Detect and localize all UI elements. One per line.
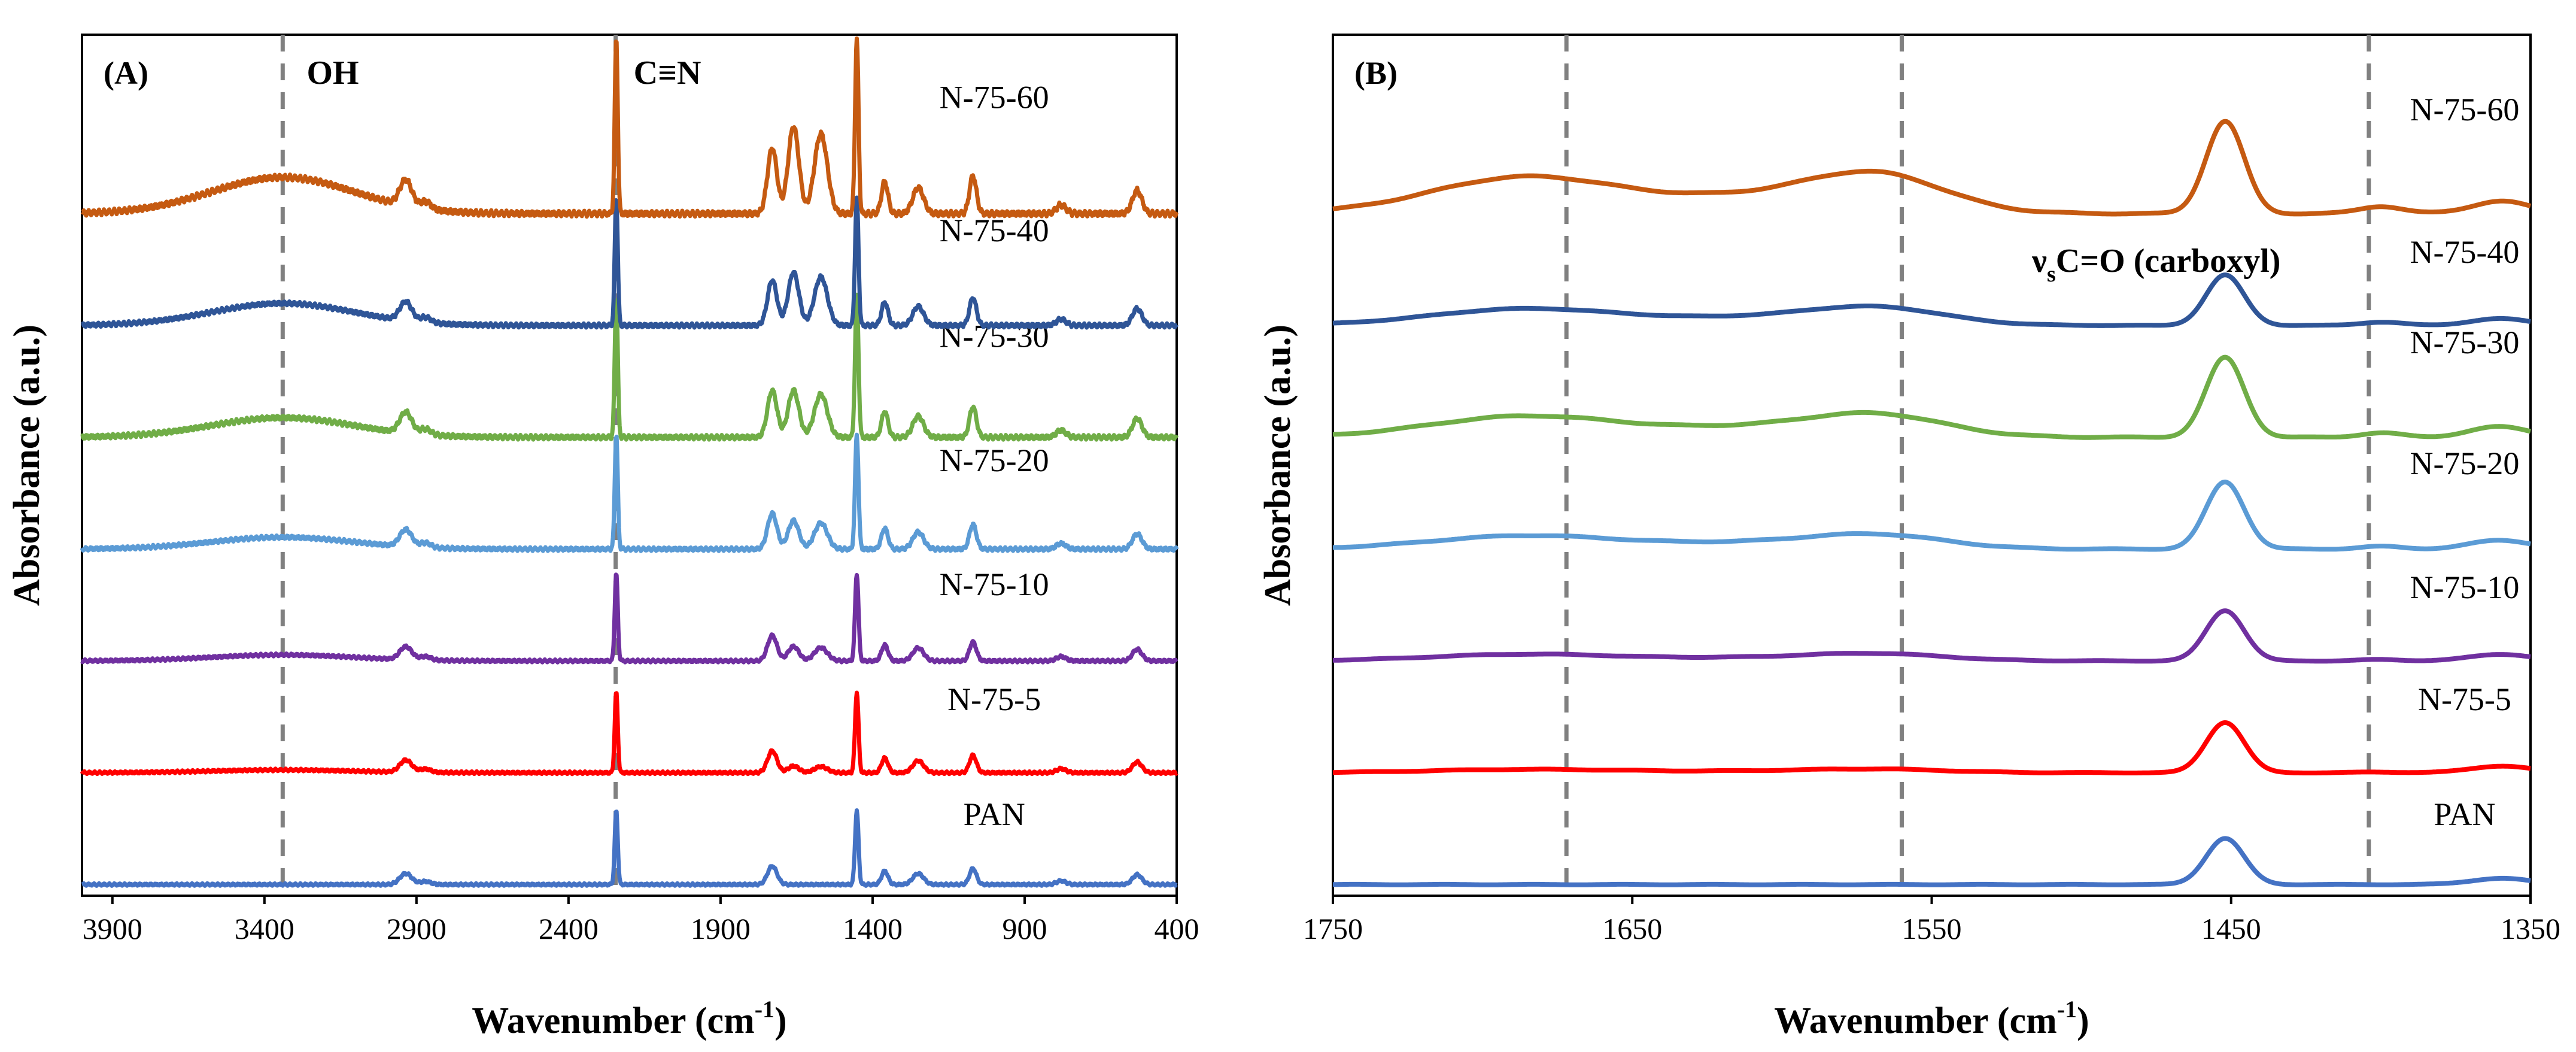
series-line-pan — [1332, 836, 2532, 887]
series-line-n-75-40 — [80, 195, 1179, 330]
series-line-n-75-5 — [80, 690, 1178, 777]
x-axis-title-close: ) — [2077, 1001, 2089, 1041]
series-label: N-75-5 — [947, 681, 1041, 717]
panel-b: PAN N-75-5 N-75-10 N-75-20 N-75-30 N-75-40 N-7… — [1257, 34, 2560, 1041]
series-label: N-75-10 — [2410, 569, 2519, 605]
x-tick-label: 1750 — [1303, 912, 1363, 945]
x-tick-label: 3900 — [83, 912, 142, 945]
x-axis-title-main: Wavenumber (cm — [472, 1001, 754, 1041]
x-tick-label: 1400 — [843, 912, 903, 945]
x-axis-title-main: Wavenumber (cm — [1774, 1001, 2056, 1041]
series-line-pan — [80, 808, 1178, 888]
annotation-text: C=O (carboxyl) — [2056, 242, 2281, 280]
series-label: N-75-20 — [2410, 445, 2519, 481]
series-label: N-75-30 — [2410, 325, 2519, 360]
series-line-n-75-60 — [80, 36, 1178, 219]
x-axis-title-sup: -1 — [755, 996, 774, 1023]
series-label: N-75-10 — [940, 566, 1049, 602]
series-label: PAN — [964, 796, 1025, 832]
series-line-n-75-20 — [80, 432, 1179, 553]
series-line-n-75-10 — [1332, 608, 2532, 664]
series-line-n-75-60 — [1332, 119, 2532, 217]
series-line-n-75-40 — [1332, 272, 2532, 328]
series-line-n-75-20 — [1332, 480, 2532, 552]
panel-label: (A) — [104, 55, 148, 91]
y-axis-title: Absorbance (a.u.) — [7, 325, 47, 606]
series-label: N-75-40 — [2410, 234, 2519, 270]
series-line-n-75-30 — [1332, 354, 2532, 440]
x-axis-title: Wavenumber (cm-1) — [472, 996, 786, 1041]
x-tick-label: 1650 — [1602, 912, 1662, 945]
x-tick-label: 2900 — [387, 912, 446, 945]
x-axis-title-close: ) — [774, 1001, 787, 1041]
x-tick-label: 1550 — [1902, 912, 1962, 945]
y-axis-title: Absorbance (a.u.) — [1257, 325, 1298, 606]
x-tick-label: 3400 — [235, 912, 294, 945]
panel-a: PANN-75-5N-75-10N-75-20N-75-30N-75-40N-7… — [7, 34, 1199, 1041]
panel-label: (B) — [1354, 55, 1398, 91]
band-annotation: OH — [306, 54, 359, 92]
band-annotation: νsC=O (carboxyl) — [2031, 242, 2280, 287]
series-label: N-75-5 — [2418, 681, 2511, 717]
x-axis-title: Wavenumber (cm-1) — [1774, 996, 2089, 1041]
series-label: PAN — [2434, 796, 2495, 832]
x-tick-label: 900 — [1002, 912, 1047, 945]
plot-frame — [81, 34, 1178, 897]
x-tick-label: 1900 — [691, 912, 751, 945]
band-annotation: C≡N — [634, 54, 701, 92]
series-label: N-75-60 — [940, 79, 1049, 115]
series-line-n-75-30 — [80, 292, 1179, 442]
x-tick-label: 2400 — [539, 912, 599, 945]
x-tick-label: 1450 — [2201, 912, 2261, 945]
annotation-sub: s — [2047, 262, 2056, 287]
series-label: N-75-60 — [2410, 92, 2519, 128]
plot-frame — [1332, 34, 2532, 897]
series-label: N-75-20 — [940, 442, 1049, 478]
annotation-nu: ν — [2031, 242, 2047, 280]
series-line-n-75-10 — [80, 572, 1178, 665]
x-axis-title-sup: -1 — [2057, 996, 2077, 1023]
series-label: N-75-40 — [940, 213, 1049, 248]
x-tick-label: 400 — [1155, 912, 1199, 945]
series-line-n-75-5 — [1332, 720, 2532, 775]
x-tick-label: 1350 — [2501, 912, 2560, 945]
